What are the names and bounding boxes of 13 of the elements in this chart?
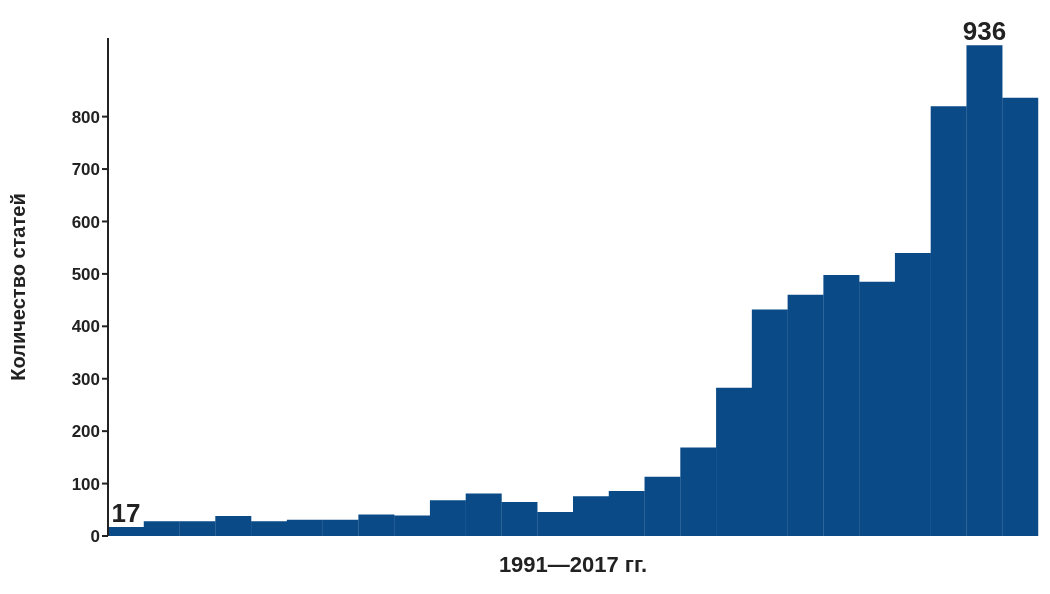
data-label: 17 (111, 498, 141, 529)
y-tick-label: 700 (71, 160, 100, 180)
x-axis-title: 1991—2017 гг. (498, 552, 648, 577)
y-tick-label: 100 (71, 474, 100, 494)
y-tick-label: 500 (71, 264, 100, 284)
y-tick-label: 400 (71, 317, 100, 337)
y-tick-label: 200 (71, 422, 100, 442)
y-tick-label: 0 (90, 527, 100, 547)
y-axis-title: Количество статей (7, 193, 30, 381)
y-tick-label: 600 (71, 212, 100, 232)
y-tick-label: 800 (71, 107, 100, 127)
y-tick-label: 300 (71, 369, 100, 389)
data-label: 936 (962, 16, 1007, 47)
